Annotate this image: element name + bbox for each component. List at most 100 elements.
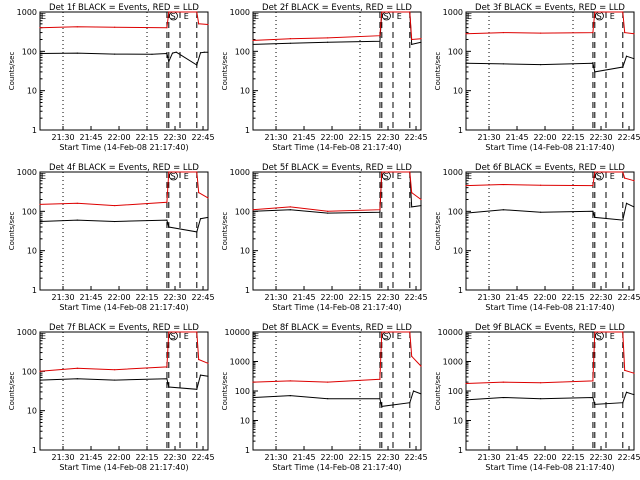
data-point-events	[207, 375, 209, 377]
plot-panel-9: Det 9f BLACK = Events, RED = LLD 1 10 100 10…	[434, 323, 640, 472]
y-tick-label: 1000	[230, 8, 250, 17]
y-tick-label: 10	[453, 247, 463, 256]
data-point-events	[76, 378, 78, 380]
x-tick-label: 22:00	[320, 133, 343, 142]
data-point-lld	[166, 366, 168, 368]
data-point-lld	[198, 23, 200, 25]
data-point-lld	[114, 26, 116, 28]
data-point-lld	[420, 198, 422, 201]
data-point-events	[465, 399, 467, 401]
x-axis-label: Start Time (14-Feb-08 21:17:40)	[485, 143, 614, 152]
x-tick-label: 22:45	[191, 293, 214, 302]
data-point-events	[592, 210, 594, 212]
x-tick-label: 22:15	[348, 133, 371, 142]
x-tick-label: 21:45	[292, 133, 315, 142]
data-point-lld	[465, 185, 467, 187]
data-point-events	[39, 379, 41, 381]
data-point-lld	[411, 38, 413, 41]
plot-frame	[252, 331, 422, 451]
data-point-lld	[381, 11, 383, 13]
data-point-lld	[252, 209, 254, 211]
y-tick-label: 10	[27, 247, 37, 256]
data-point-events	[114, 53, 116, 55]
data-point-events	[420, 393, 422, 395]
plot-frame	[465, 331, 635, 451]
data-point-lld	[633, 180, 635, 182]
marker-e-left: E	[41, 172, 46, 181]
marker-e: E	[397, 12, 402, 21]
y-axis-label: Counts/sec	[8, 372, 16, 411]
data-point-events	[166, 219, 168, 221]
series-line-events	[465, 55, 635, 73]
y-tick-label: 10	[27, 87, 37, 96]
data-point-lld	[540, 32, 542, 34]
data-point-events	[540, 63, 542, 66]
y-tick-label: 100	[235, 387, 250, 396]
y-tick-label: 1	[458, 126, 463, 135]
y-tick-label: 1000	[17, 328, 37, 337]
marker-e-left: E	[254, 332, 259, 341]
series-line-lld	[465, 171, 635, 187]
plot-panel-5: Det 5f BLACK = Events, RED = LLD 1 10 100 10…	[221, 163, 428, 312]
data-point-lld	[409, 171, 411, 173]
data-point-events	[168, 386, 170, 388]
y-tick-label: 100	[22, 207, 37, 216]
y-tick-label: 1	[32, 446, 37, 455]
data-point-lld	[502, 381, 504, 383]
y-tick-label: 1	[245, 446, 250, 455]
plot-frame	[252, 11, 422, 131]
data-point-events	[207, 216, 209, 219]
series-line-lld	[39, 171, 209, 207]
y-tick-label: 10	[240, 87, 250, 96]
data-point-lld	[381, 171, 383, 173]
marker-e: E	[610, 332, 615, 341]
data-point-lld	[198, 358, 200, 361]
data-point-lld	[592, 31, 594, 34]
x-tick-label: 22:30	[376, 453, 399, 462]
x-tick-label: 21:45	[505, 453, 528, 462]
x-tick-label: 22:45	[191, 133, 214, 142]
data-point-events	[196, 388, 198, 390]
y-axis-label: Counts/sec	[221, 212, 229, 251]
data-point-events	[114, 379, 116, 381]
data-point-events	[633, 394, 635, 396]
data-point-lld	[289, 38, 291, 40]
y-tick-label: 1	[458, 446, 463, 455]
x-axis-label: Start Time (14-Feb-08 21:17:40)	[59, 143, 188, 152]
series-line-lld	[252, 331, 422, 383]
data-point-events	[633, 206, 635, 208]
data-point-lld	[592, 185, 594, 187]
data-point-lld	[502, 31, 504, 34]
data-point-events	[151, 53, 153, 55]
x-tick-label: 22:00	[320, 293, 343, 302]
marker-s: S	[171, 332, 176, 341]
marker-s: S	[597, 332, 602, 341]
x-tick-label: 22:30	[376, 133, 399, 142]
data-point-lld	[198, 191, 200, 194]
data-point-events	[39, 52, 41, 55]
data-point-events	[166, 52, 168, 55]
series-line-events	[39, 51, 208, 66]
plot-panel-3: Det 3f BLACK = Events, RED = LLD 1 10 100 10…	[434, 3, 640, 152]
data-point-events	[289, 209, 291, 211]
y-tick-label: 1000	[443, 8, 463, 17]
y-tick-label: 1000	[230, 168, 250, 177]
y-tick-label: 100	[448, 387, 463, 396]
x-tick-label: 22:15	[348, 453, 371, 462]
plot-panel-4: Det 4f BLACK = Events, RED = LLD 1 10 100 10…	[8, 163, 215, 312]
y-tick-label: 10	[453, 417, 463, 426]
x-axis-label: Start Time (14-Feb-08 21:17:40)	[59, 303, 188, 312]
marker-e: E	[610, 172, 615, 181]
data-point-lld	[76, 26, 78, 28]
y-tick-label: 1000	[230, 358, 250, 367]
data-point-lld	[409, 331, 411, 333]
data-point-events	[381, 405, 383, 408]
y-tick-label: 1000	[443, 358, 463, 367]
y-tick-label: 1	[32, 286, 37, 295]
y-tick-label: 100	[22, 367, 37, 376]
data-point-lld	[411, 355, 413, 357]
data-point-lld	[327, 210, 329, 212]
data-point-lld	[592, 380, 594, 382]
data-point-lld	[379, 378, 381, 380]
y-tick-label: 1000	[17, 168, 37, 177]
